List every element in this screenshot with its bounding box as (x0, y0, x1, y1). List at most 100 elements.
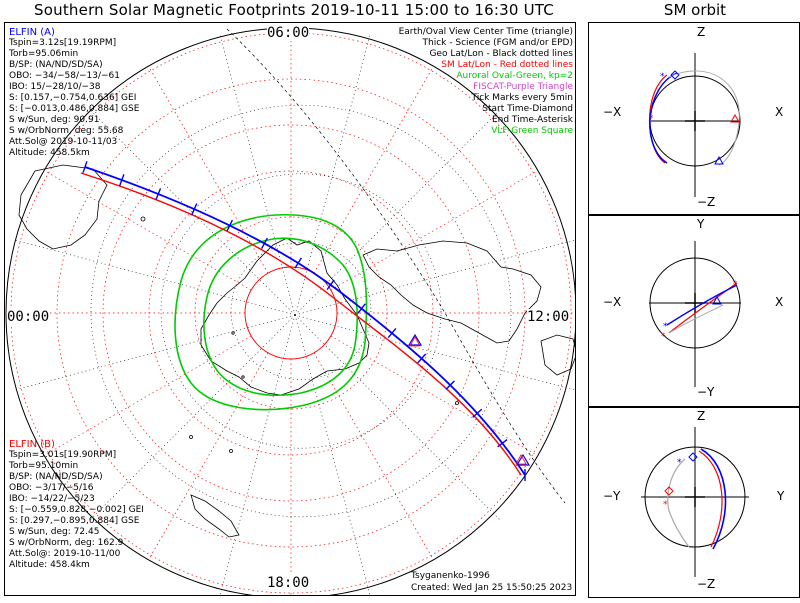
elfin-a-info-line: S: [0.157,−0.754,0.636] GEI (9, 93, 137, 103)
sm-lon-line (44, 170, 252, 291)
sm-panel-xy: * * * Y −Y −X X (588, 214, 800, 408)
legend-item: Geo Lat/Lon - Black dotted lines (429, 49, 573, 59)
south-america-outline (362, 240, 542, 344)
geo-lon-line (294, 109, 501, 316)
geo-lon-line (294, 314, 575, 391)
elfin-b-track (80, 172, 522, 476)
elfin-a-info-line: OBO: −34/−58/−13/−61 (9, 71, 120, 81)
geo-lon-line (219, 34, 296, 316)
elfin-b-info-line: OBO: −3/17/−5/16 (9, 483, 94, 493)
elfin-b-info-line: Tspin=3.01s[19.90RPM] (9, 450, 117, 460)
sm-lon-line (148, 352, 269, 560)
elfin-b-info-line: Altitude: 458.4km (9, 560, 90, 570)
track-tick (357, 303, 366, 314)
sm-lon-line (330, 335, 538, 456)
credit-author: Tsyganenko-1996 (411, 571, 490, 581)
africa-outline (540, 334, 575, 376)
elfin-b-info-line: S: [0.297,−0.895,0.884] GSE (9, 516, 140, 526)
auroral-oval-inner (203, 237, 358, 396)
elfin-a-info-line: S: [−0.013,0.486,0.884] GSE (9, 104, 140, 114)
geo-lon-line (89, 314, 296, 521)
elfin-b-orbit-yz (698, 450, 723, 548)
svg-text:*: * (660, 72, 665, 82)
sm-lon-line (330, 170, 538, 291)
elfin-orbit-gray-yz (667, 458, 690, 548)
legend-item: FISCAT-Purple Triangle (473, 82, 573, 92)
elfin-b-center-triangle (409, 336, 421, 347)
elfin-b-end-triangle (515, 454, 527, 465)
polar-map (5, 27, 575, 595)
sm-lon-line (313, 352, 434, 560)
credit-created: Created: Wed Jan 25 15:50:25 2023 (411, 583, 573, 593)
geo-lon-line (294, 314, 371, 595)
elfin-b-info: ELFIN (B) Tspin=3.01s[19.90RPM] Torb=95.1… (9, 439, 144, 571)
legend-item: End Time-Asterisk (491, 115, 573, 125)
track-tick (82, 161, 88, 173)
sm-yz-left-label: −Y (603, 489, 621, 503)
elfin-a-info-line: S w/OrbNorm, deg: 55.68 (9, 126, 124, 136)
sm-panel-yz: * * Z −Z −Y Y (588, 406, 800, 598)
elfin-a-info-line: Tspin=3.12s[19.19RPM] (9, 38, 117, 48)
geo-lon-line (14, 314, 296, 391)
mlt-label-left: 00:00 (7, 309, 50, 325)
legend-item: Earth/Oval View Center Time (triangle) (398, 27, 573, 37)
elfin-b-header: ELFIN (B) (9, 439, 55, 450)
sm-lon-line (313, 66, 434, 274)
geo-meridian-curve (226, 28, 566, 504)
geo-lat-circle (160, 173, 442, 449)
elfin-a-info-line: Att.Sol@ 2019-10-11/03 (9, 137, 118, 147)
sm-pole-circle (244, 266, 338, 360)
svg-text:*: * (661, 332, 666, 342)
sm-plot-yz: * * (641, 427, 749, 577)
track-tick (387, 328, 397, 339)
page-title: Southern Solar Magnetic Footprints 2019-… (34, 1, 554, 19)
sm-xz-left-label: −X (603, 105, 622, 119)
legend-item: Auroral Oval-Green, kp=2 (456, 71, 573, 81)
sm-panel-xz: * * Z −Z −X X (588, 22, 800, 216)
sm-plot-xz: * * (649, 53, 741, 197)
elfin-a-info-line: Torb=95.06min (9, 49, 79, 59)
track-tick (226, 219, 234, 232)
elfin-b-info-line: B/SP: (NA/ND/SD/SA) (9, 472, 103, 482)
mlt-label-top: 06:00 (267, 25, 310, 41)
elfin-orbit-gray-xy (668, 304, 724, 334)
geo-lon-line (294, 314, 501, 521)
svg-text:*: * (649, 114, 654, 124)
polar-map-panel: 06:00 00:00 12:00 18:00 ELFIN (A) Tspin=… (4, 22, 576, 596)
new-zealand-outline (190, 494, 240, 538)
sm-xz-right-label: X (775, 105, 784, 119)
elfin-a-info-line: B/SP: (NA/ND/SD/SA) (9, 60, 103, 70)
elfin-b-info-line: IBO: −14/22/−5/23 (9, 494, 95, 504)
elfin-b-info-line: S: [−0.559,0.828,−0.002] GEI (9, 505, 144, 515)
track-tick (472, 408, 483, 418)
elfin-a-orbit-xz (649, 72, 678, 164)
mlt-label-bottom: 18:00 (267, 575, 310, 591)
legend-item: Tick Marks every 5min (471, 93, 573, 103)
svg-text:*: * (663, 500, 668, 510)
elfin-b-info-line: S w/Sun, deg: 72.45 (9, 527, 100, 537)
geo-lat-circle (230, 242, 372, 380)
sm-xy-bottom-label: −Y (697, 385, 715, 399)
elfin-b-info-line: S w/OrbNorm, deg: 162.9 (9, 538, 124, 548)
auroral-oval-outer (174, 213, 368, 411)
legend-item: Start Time-Diamond (482, 104, 573, 114)
elfin-a-info-line: Altitude: 458.5km (9, 148, 90, 158)
elfin-a-track (84, 166, 526, 476)
legend-item: VLF-Green Square (491, 126, 573, 136)
elfin-a-info-line: S w/Sun, deg: 90.91 (9, 115, 100, 125)
sm-xz-bottom-label: −Z (697, 195, 716, 209)
elfin-a-orbit-yz (700, 448, 727, 550)
svg-text:*: * (663, 322, 668, 332)
sm-lat-circle (244, 266, 338, 360)
australia-outline (18, 164, 108, 250)
legend-item: Thick - Science (FGM and/or EPD) (422, 38, 573, 48)
track-tick (497, 438, 508, 448)
sm-yz-right-label: Y (777, 489, 785, 503)
geo-lon-line (219, 314, 296, 595)
elfin-a-lines: Tspin=3.12s[19.19RPM] Torb=95.06min B/SP: … (9, 38, 139, 159)
sm-plot-xy: * * * (649, 241, 741, 387)
elfin-b-info-line: Torb=95.10min (9, 461, 79, 471)
track-tick (260, 237, 268, 249)
legend-item: SM Lat/Lon - Red dotted lines (441, 60, 573, 70)
track-tick (155, 188, 162, 200)
